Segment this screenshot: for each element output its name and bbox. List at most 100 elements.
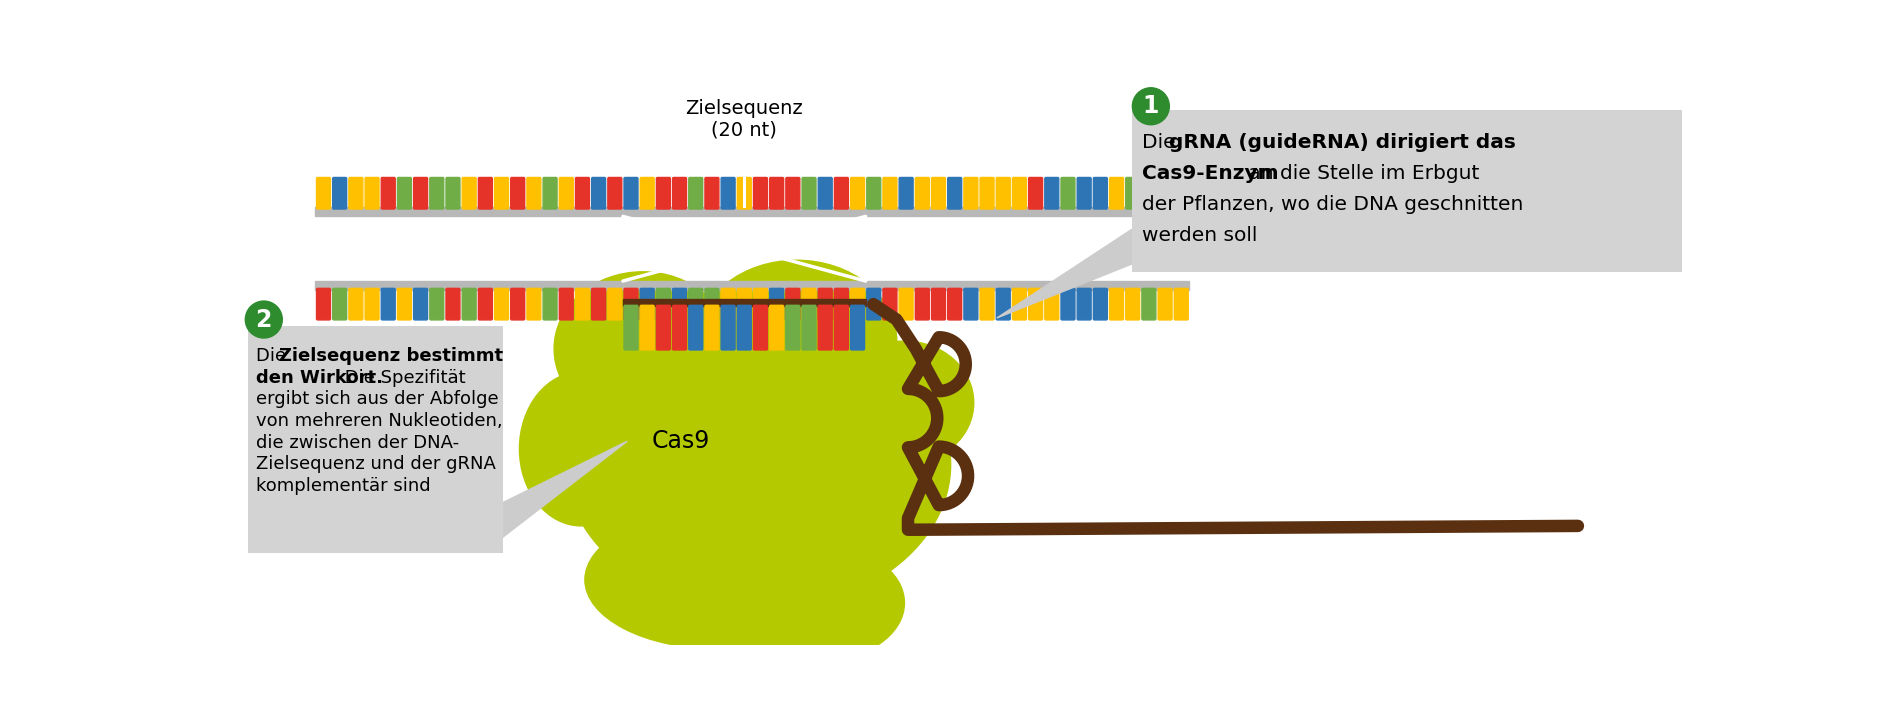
FancyBboxPatch shape <box>1060 178 1075 209</box>
Polygon shape <box>502 442 627 537</box>
FancyBboxPatch shape <box>787 178 800 209</box>
Bar <box>315 281 1189 290</box>
FancyBboxPatch shape <box>787 289 800 320</box>
Text: die zwischen der DNA-: die zwischen der DNA- <box>256 434 460 452</box>
FancyBboxPatch shape <box>623 289 638 320</box>
FancyBboxPatch shape <box>494 178 509 209</box>
FancyBboxPatch shape <box>834 178 849 209</box>
FancyBboxPatch shape <box>688 289 703 320</box>
FancyBboxPatch shape <box>931 178 946 209</box>
FancyBboxPatch shape <box>996 178 1011 209</box>
FancyBboxPatch shape <box>705 289 718 320</box>
Text: gRNA (guideRNA) dirigiert das: gRNA (guideRNA) dirigiert das <box>1168 133 1516 152</box>
FancyBboxPatch shape <box>722 178 735 209</box>
FancyBboxPatch shape <box>414 178 428 209</box>
FancyBboxPatch shape <box>802 305 815 350</box>
FancyBboxPatch shape <box>640 178 654 209</box>
FancyBboxPatch shape <box>365 178 378 209</box>
FancyBboxPatch shape <box>623 178 638 209</box>
FancyBboxPatch shape <box>754 289 768 320</box>
Text: werden soll: werden soll <box>1142 225 1258 244</box>
FancyBboxPatch shape <box>754 305 768 350</box>
FancyBboxPatch shape <box>980 289 994 320</box>
FancyBboxPatch shape <box>350 178 363 209</box>
Text: 2: 2 <box>256 307 272 331</box>
FancyBboxPatch shape <box>754 178 768 209</box>
FancyBboxPatch shape <box>526 178 542 209</box>
FancyBboxPatch shape <box>414 289 428 320</box>
FancyBboxPatch shape <box>834 289 849 320</box>
FancyBboxPatch shape <box>834 305 849 350</box>
FancyBboxPatch shape <box>382 178 395 209</box>
Circle shape <box>1132 88 1168 125</box>
FancyBboxPatch shape <box>866 178 882 209</box>
FancyBboxPatch shape <box>446 289 460 320</box>
FancyBboxPatch shape <box>332 289 346 320</box>
Text: Die: Die <box>256 347 293 365</box>
FancyBboxPatch shape <box>429 178 445 209</box>
FancyBboxPatch shape <box>479 289 492 320</box>
FancyBboxPatch shape <box>963 289 979 320</box>
Ellipse shape <box>555 272 732 426</box>
Ellipse shape <box>519 372 642 526</box>
FancyBboxPatch shape <box>317 178 331 209</box>
Bar <box>315 207 1189 216</box>
Text: Cas9: Cas9 <box>652 429 711 453</box>
FancyBboxPatch shape <box>884 289 897 320</box>
FancyBboxPatch shape <box>737 289 750 320</box>
FancyBboxPatch shape <box>623 305 638 350</box>
FancyBboxPatch shape <box>787 305 800 350</box>
FancyBboxPatch shape <box>382 289 395 320</box>
Polygon shape <box>998 229 1132 318</box>
FancyBboxPatch shape <box>673 178 686 209</box>
FancyBboxPatch shape <box>705 178 718 209</box>
FancyBboxPatch shape <box>770 178 783 209</box>
FancyBboxPatch shape <box>350 289 363 320</box>
FancyBboxPatch shape <box>866 289 882 320</box>
FancyBboxPatch shape <box>526 289 542 320</box>
Text: Die: Die <box>1142 133 1182 152</box>
FancyBboxPatch shape <box>656 178 671 209</box>
FancyBboxPatch shape <box>688 178 703 209</box>
FancyBboxPatch shape <box>429 289 445 320</box>
FancyBboxPatch shape <box>1159 178 1172 209</box>
FancyBboxPatch shape <box>1028 178 1043 209</box>
FancyBboxPatch shape <box>851 289 864 320</box>
FancyBboxPatch shape <box>576 178 589 209</box>
Text: Zielsequenz bestimmt: Zielsequenz bestimmt <box>279 347 504 365</box>
FancyBboxPatch shape <box>1125 178 1140 209</box>
FancyBboxPatch shape <box>479 178 492 209</box>
FancyBboxPatch shape <box>1028 289 1043 320</box>
FancyBboxPatch shape <box>899 178 914 209</box>
FancyBboxPatch shape <box>1142 289 1155 320</box>
FancyBboxPatch shape <box>1174 289 1188 320</box>
FancyBboxPatch shape <box>543 289 557 320</box>
Text: den Wirkort.: den Wirkort. <box>256 369 384 387</box>
FancyBboxPatch shape <box>543 178 557 209</box>
FancyBboxPatch shape <box>1125 289 1140 320</box>
FancyBboxPatch shape <box>332 178 346 209</box>
FancyBboxPatch shape <box>576 289 589 320</box>
FancyBboxPatch shape <box>931 289 946 320</box>
Text: ergibt sich aus der Abfolge: ergibt sich aus der Abfolge <box>256 390 498 408</box>
Ellipse shape <box>566 318 950 610</box>
FancyBboxPatch shape <box>1110 289 1123 320</box>
Ellipse shape <box>836 341 973 464</box>
FancyBboxPatch shape <box>1060 289 1075 320</box>
FancyBboxPatch shape <box>1077 178 1091 209</box>
FancyBboxPatch shape <box>559 289 574 320</box>
Text: Die Spezifität: Die Spezifität <box>340 369 466 387</box>
FancyBboxPatch shape <box>737 178 750 209</box>
FancyBboxPatch shape <box>511 178 524 209</box>
FancyBboxPatch shape <box>511 289 524 320</box>
FancyBboxPatch shape <box>462 178 477 209</box>
FancyBboxPatch shape <box>608 178 621 209</box>
Text: Zielsequenz und der gRNA: Zielsequenz und der gRNA <box>256 455 496 473</box>
FancyBboxPatch shape <box>819 178 832 209</box>
FancyBboxPatch shape <box>317 289 331 320</box>
Text: von mehreren Nukleotiden,: von mehreren Nukleotiden, <box>256 412 504 430</box>
Text: komplementär sind: komplementär sind <box>256 476 431 494</box>
FancyBboxPatch shape <box>494 289 509 320</box>
FancyBboxPatch shape <box>851 305 864 350</box>
FancyBboxPatch shape <box>1092 178 1108 209</box>
